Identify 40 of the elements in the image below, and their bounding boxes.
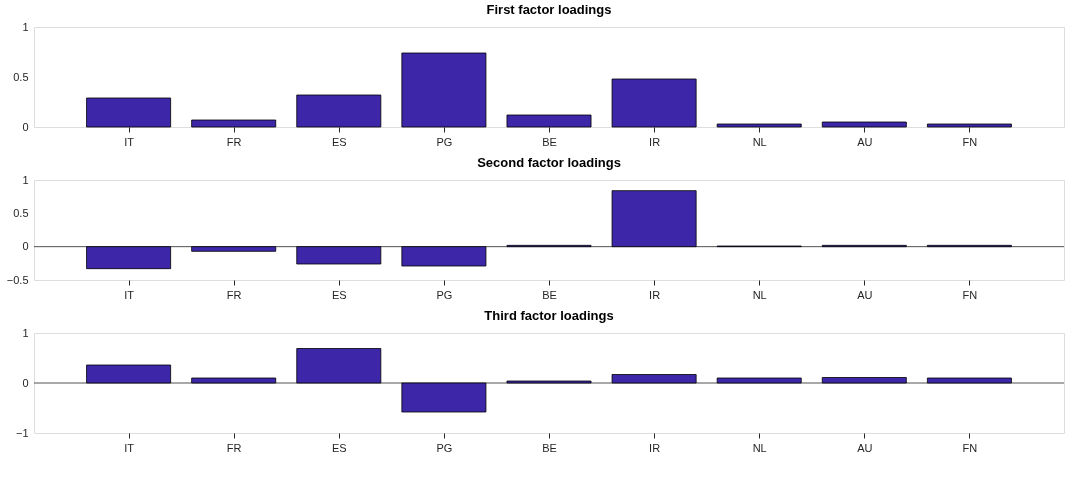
x-tick-label: BE bbox=[542, 441, 557, 454]
x-tick-label: ES bbox=[331, 441, 347, 454]
x-tick-label: NL bbox=[752, 135, 767, 148]
x-tick-label: NL bbox=[752, 288, 767, 301]
x-tick-label: AU bbox=[857, 135, 873, 148]
x-tick-label: IR bbox=[649, 135, 661, 148]
x-tick-label: FR bbox=[226, 288, 242, 301]
x-tick-label: IT bbox=[124, 135, 135, 148]
y-tick-label: 0 bbox=[22, 120, 29, 133]
chart-title: Third factor loadings bbox=[484, 308, 614, 323]
x-tick-label: FN bbox=[962, 288, 978, 301]
y-tick-label: −1 bbox=[15, 426, 29, 439]
y-tick-label: 0.5 bbox=[13, 70, 29, 83]
x-tick-label: AU bbox=[857, 288, 873, 301]
x-tick-label: PG bbox=[436, 135, 453, 148]
chart-title: First factor loadings bbox=[486, 2, 612, 17]
x-tick-label: NL bbox=[752, 441, 767, 454]
y-tick-label: 0.5 bbox=[13, 206, 29, 219]
x-tick-label: IT bbox=[124, 288, 135, 301]
y-tick-label: 1 bbox=[22, 20, 29, 33]
y-tick-label: −0.5 bbox=[6, 273, 29, 286]
y-tick-label: 0 bbox=[22, 240, 29, 253]
y-tick-label: 1 bbox=[22, 326, 29, 339]
x-tick-label: IR bbox=[649, 441, 661, 454]
x-tick-label: ES bbox=[331, 288, 347, 301]
x-tick-label: AU bbox=[857, 441, 873, 454]
y-tick-label: 1 bbox=[22, 173, 29, 186]
x-tick-label: PG bbox=[436, 288, 453, 301]
x-tick-label: IT bbox=[124, 441, 135, 454]
chart-title: Second factor loadings bbox=[477, 155, 621, 170]
x-tick-label: FR bbox=[226, 135, 242, 148]
x-tick-label: IR bbox=[649, 288, 661, 301]
x-tick-label: BE bbox=[542, 135, 557, 148]
x-tick-label: PG bbox=[436, 441, 453, 454]
x-tick-label: FN bbox=[962, 441, 978, 454]
y-tick-label: 0 bbox=[22, 376, 29, 389]
x-tick-label: FR bbox=[226, 441, 242, 454]
x-tick-label: ES bbox=[331, 135, 347, 148]
x-tick-label: FN bbox=[962, 135, 978, 148]
x-tick-label: BE bbox=[542, 288, 557, 301]
